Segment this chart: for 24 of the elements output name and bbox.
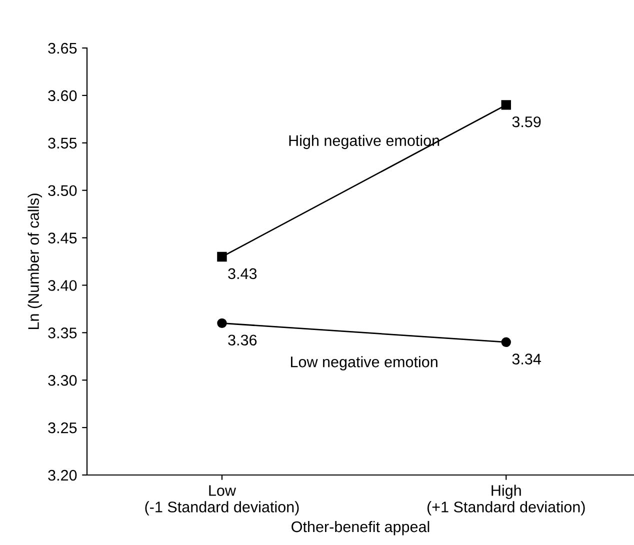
point [217, 252, 227, 262]
y-tick-label: 3.65 [48, 42, 77, 54]
point [501, 337, 511, 348]
data-label: 3.43 [228, 268, 257, 280]
point [501, 100, 511, 110]
series-label: High negative emotion [289, 134, 440, 150]
y-axis-title: Ln (Number of calls) [28, 194, 42, 330]
x-tick-label: Low (-1 Standard deviation) [145, 485, 299, 516]
data-label: 3.34 [512, 354, 541, 364]
y-tick-label: 3.30 [48, 374, 77, 386]
data-label: 3.36 [228, 334, 257, 346]
x-tick-label: High (+1 Standard deviation) [427, 484, 585, 516]
y-tick-label: 3.40 [48, 280, 77, 291]
y-tick-label: 3.25 [48, 422, 77, 434]
y-tick-label: 3.50 [48, 185, 77, 196]
x-axis-title: Other-benefit appeal [292, 520, 430, 536]
y-tick-label: 3.45 [48, 232, 77, 244]
y-tick-label: 3.35 [48, 328, 77, 338]
y-tick-label: 3.20 [48, 470, 77, 481]
data-label: 3.59 [512, 116, 541, 128]
y-tick-label: 3.60 [48, 90, 77, 102]
y-tick-label: 3.55 [48, 138, 77, 149]
series-label: Low negative emotion [290, 356, 438, 370]
point [217, 318, 227, 328]
